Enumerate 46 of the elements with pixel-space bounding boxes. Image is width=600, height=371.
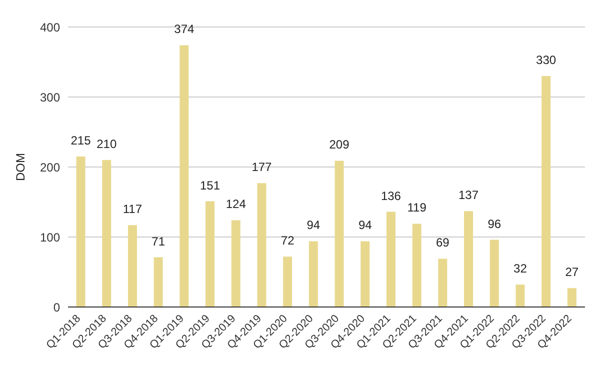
bar xyxy=(386,212,396,307)
bar xyxy=(412,224,422,307)
data-label: 215 xyxy=(70,134,92,148)
data-label: 119 xyxy=(407,200,427,215)
y-axis-title: DOM xyxy=(13,153,28,181)
data-label: 151 xyxy=(200,178,220,192)
data-label: 210 xyxy=(96,137,117,151)
data-label: 330 xyxy=(536,53,556,67)
data-label: 27 xyxy=(565,265,579,280)
bar xyxy=(464,211,474,307)
data-label: 69 xyxy=(436,236,450,250)
y-tick-label: 0 xyxy=(53,300,60,314)
bar xyxy=(283,256,292,307)
data-label: 374 xyxy=(174,22,195,36)
bar xyxy=(516,284,525,307)
bar xyxy=(206,201,215,307)
data-label: 32 xyxy=(514,262,528,276)
bar xyxy=(360,241,370,307)
bar xyxy=(154,257,163,307)
bar xyxy=(102,160,112,307)
bar xyxy=(567,288,576,307)
bar xyxy=(308,241,318,307)
data-label: 117 xyxy=(122,202,142,216)
data-label: 124 xyxy=(226,197,246,212)
y-tick-label: 100 xyxy=(40,230,60,244)
bar xyxy=(180,45,189,307)
data-label: 177 xyxy=(252,160,272,174)
y-tick-label: 300 xyxy=(40,90,60,104)
data-label: 72 xyxy=(280,234,295,248)
bar xyxy=(128,225,137,307)
bar xyxy=(334,160,344,307)
bar xyxy=(542,76,551,307)
bar xyxy=(231,220,240,307)
data-label: 137 xyxy=(458,188,479,202)
y-tick-label: 200 xyxy=(40,160,60,174)
bar xyxy=(438,258,448,307)
data-label: 136 xyxy=(380,188,402,203)
data-label: 71 xyxy=(152,234,166,248)
data-label: 94 xyxy=(306,218,320,232)
bar xyxy=(257,183,266,307)
data-label: 209 xyxy=(329,138,350,152)
data-label: 94 xyxy=(358,218,372,232)
bar xyxy=(490,240,499,307)
y-tick-label: 400 xyxy=(40,20,60,34)
data-label: 96 xyxy=(488,216,502,231)
bar xyxy=(76,156,86,307)
